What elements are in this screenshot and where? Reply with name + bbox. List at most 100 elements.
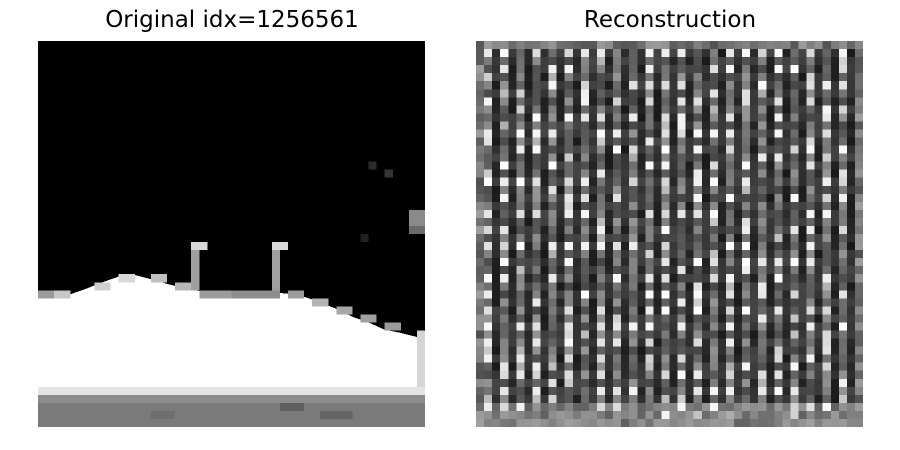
recon-pixel xyxy=(572,193,581,202)
recon-pixel xyxy=(782,354,791,363)
recon-pixel xyxy=(500,201,509,210)
recon-pixel xyxy=(588,97,597,106)
recon-pixel xyxy=(709,129,718,138)
recon-pixel xyxy=(500,41,509,50)
recon-pixel xyxy=(774,73,783,82)
recon-pixel xyxy=(798,370,807,379)
recon-pixel xyxy=(725,266,734,275)
recon-pixel xyxy=(524,145,533,154)
recon-pixel xyxy=(572,386,581,395)
recon-pixel xyxy=(798,402,807,411)
recon-pixel xyxy=(564,209,573,218)
recon-pixel xyxy=(621,89,630,98)
recon-pixel xyxy=(516,250,525,259)
recon-pixel xyxy=(572,65,581,74)
recon-pixel xyxy=(508,386,517,395)
recon-pixel xyxy=(621,145,630,154)
recon-pixel xyxy=(717,338,726,347)
recon-pixel xyxy=(742,169,751,178)
recon-pixel xyxy=(766,346,775,355)
recon-pixel xyxy=(476,57,485,66)
recon-pixel xyxy=(540,234,549,243)
recon-pixel xyxy=(516,153,525,162)
recon-pixel xyxy=(588,322,597,331)
recon-pixel xyxy=(484,362,493,371)
recon-pixel xyxy=(838,266,847,275)
recon-pixel xyxy=(621,41,630,50)
recon-pixel xyxy=(798,234,807,243)
recon-pixel xyxy=(508,217,517,226)
recon-pixel xyxy=(758,65,767,74)
recon-pixel xyxy=(500,410,509,419)
recon-pixel xyxy=(846,57,855,66)
recon-pixel xyxy=(516,258,525,267)
recon-pixel xyxy=(854,169,863,178)
recon-pixel xyxy=(822,217,831,226)
recon-pixel xyxy=(532,370,541,379)
recon-pixel xyxy=(669,330,678,339)
recon-pixel xyxy=(790,105,799,114)
recon-pixel xyxy=(500,362,509,371)
recon-pixel xyxy=(814,129,823,138)
recon-pixel xyxy=(774,217,783,226)
recon-pixel xyxy=(798,105,807,114)
recon-pixel xyxy=(854,258,863,267)
recon-pixel xyxy=(653,418,662,427)
recon-pixel xyxy=(742,346,751,355)
recon-pixel xyxy=(814,330,823,339)
recon-pixel xyxy=(613,41,622,50)
recon-pixel xyxy=(661,217,670,226)
recon-pixel xyxy=(484,306,493,315)
recon-pixel xyxy=(508,402,517,411)
recon-pixel xyxy=(774,402,783,411)
recon-pixel xyxy=(508,185,517,194)
recon-pixel xyxy=(774,338,783,347)
recon-pixel xyxy=(500,370,509,379)
recon-pixel xyxy=(540,105,549,114)
recon-pixel xyxy=(572,314,581,323)
recon-pixel xyxy=(476,97,485,106)
recon-pixel xyxy=(500,266,509,275)
recon-pixel xyxy=(532,185,541,194)
recon-pixel xyxy=(484,266,493,275)
recon-pixel xyxy=(838,161,847,170)
recon-pixel xyxy=(838,217,847,226)
recon-pixel xyxy=(822,410,831,419)
recon-pixel xyxy=(846,290,855,299)
recon-pixel xyxy=(596,234,605,243)
recon-pixel xyxy=(669,145,678,154)
recon-pixel xyxy=(588,314,597,323)
recon-pixel xyxy=(774,418,783,427)
recon-pixel xyxy=(854,49,863,58)
recon-pixel xyxy=(540,185,549,194)
reconstruction-panel-title: Reconstruction xyxy=(583,7,757,33)
recon-pixel xyxy=(701,169,710,178)
recon-pixel xyxy=(798,41,807,50)
distant-light xyxy=(384,169,393,178)
recon-pixel xyxy=(564,362,573,371)
recon-pixel xyxy=(556,362,565,371)
recon-pixel xyxy=(701,145,710,154)
recon-pixel xyxy=(524,73,533,82)
recon-pixel xyxy=(790,274,799,283)
recon-pixel xyxy=(476,346,485,355)
recon-pixel xyxy=(725,290,734,299)
recon-pixel xyxy=(613,161,622,170)
recon-pixel xyxy=(669,105,678,114)
recon-pixel xyxy=(572,322,581,331)
recon-pixel xyxy=(854,266,863,275)
recon-pixel xyxy=(758,217,767,226)
recon-pixel xyxy=(476,193,485,202)
recon-pixel xyxy=(500,81,509,90)
recon-pixel xyxy=(653,266,662,275)
recon-pixel xyxy=(516,137,525,146)
recon-pixel xyxy=(750,394,759,403)
recon-pixel xyxy=(596,105,605,114)
recon-pixel xyxy=(516,177,525,186)
recon-pixel xyxy=(693,57,702,66)
recon-pixel xyxy=(564,330,573,339)
recon-pixel xyxy=(742,129,751,138)
recon-pixel xyxy=(774,242,783,251)
recon-pixel xyxy=(500,418,509,427)
recon-pixel xyxy=(750,354,759,363)
